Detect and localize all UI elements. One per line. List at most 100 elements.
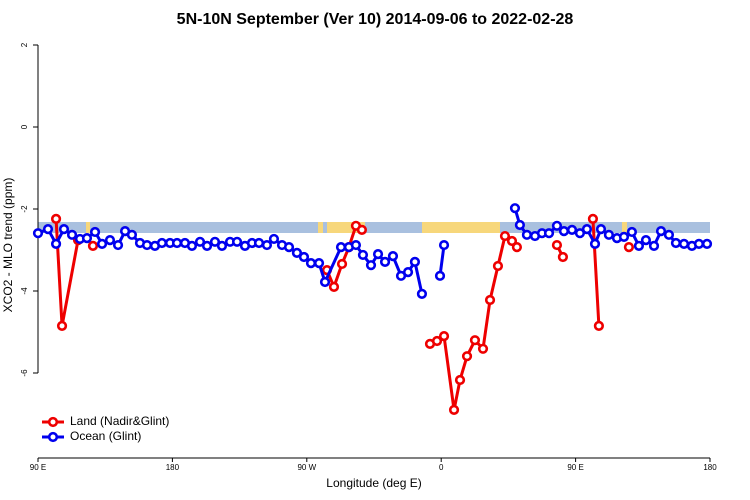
point bbox=[543, 228, 555, 239]
point bbox=[328, 281, 340, 293]
point bbox=[701, 238, 713, 249]
point bbox=[186, 240, 198, 251]
point bbox=[438, 239, 450, 251]
point bbox=[626, 226, 637, 238]
point bbox=[416, 288, 428, 299]
point bbox=[670, 237, 682, 249]
point bbox=[514, 219, 525, 231]
point bbox=[633, 240, 645, 251]
point bbox=[603, 229, 615, 240]
x-tick-label: 180 bbox=[166, 463, 180, 472]
point bbox=[492, 260, 504, 272]
land-band bbox=[422, 222, 500, 233]
land-ocean-strip bbox=[38, 222, 710, 233]
point bbox=[81, 233, 93, 244]
point bbox=[112, 239, 124, 251]
point bbox=[96, 238, 108, 249]
point bbox=[104, 235, 116, 246]
point bbox=[194, 236, 206, 247]
point bbox=[156, 237, 168, 249]
point bbox=[623, 242, 635, 253]
point bbox=[66, 229, 78, 240]
point bbox=[557, 251, 569, 263]
point bbox=[216, 240, 228, 251]
point bbox=[506, 235, 518, 247]
legend-marker bbox=[47, 431, 59, 443]
point bbox=[313, 258, 325, 269]
x-tick-label: 90 W bbox=[297, 463, 316, 472]
point bbox=[253, 237, 265, 249]
x-tick-label: 90 E bbox=[30, 463, 46, 472]
point bbox=[171, 237, 183, 249]
point bbox=[461, 351, 473, 362]
point bbox=[50, 213, 62, 224]
x-tick-label: 0 bbox=[439, 463, 444, 472]
x-axis-label: Longitude (deg E) bbox=[326, 476, 421, 490]
point bbox=[655, 226, 667, 237]
point bbox=[469, 335, 481, 346]
point bbox=[593, 320, 604, 331]
point bbox=[574, 228, 586, 239]
point bbox=[521, 229, 533, 240]
point bbox=[648, 240, 660, 251]
point bbox=[551, 220, 563, 231]
point bbox=[42, 223, 54, 235]
point bbox=[58, 223, 70, 235]
point bbox=[581, 223, 593, 235]
point bbox=[511, 242, 523, 253]
point bbox=[126, 229, 138, 240]
x-tick-label: 180 bbox=[703, 463, 717, 472]
legend-marker bbox=[47, 416, 59, 428]
point bbox=[268, 233, 280, 245]
point bbox=[357, 249, 369, 261]
point bbox=[402, 267, 414, 278]
point bbox=[693, 238, 705, 249]
point bbox=[87, 240, 99, 251]
point bbox=[32, 228, 44, 239]
point bbox=[291, 247, 303, 258]
ocean-band bbox=[38, 222, 710, 233]
point bbox=[551, 239, 563, 251]
y-tick-label: 2 bbox=[20, 42, 29, 47]
point bbox=[477, 343, 489, 354]
y-tick-label: 0 bbox=[20, 124, 29, 129]
point bbox=[640, 235, 652, 246]
series-line bbox=[37, 207, 708, 295]
land-band bbox=[327, 222, 365, 233]
point bbox=[141, 239, 153, 251]
point bbox=[387, 251, 399, 262]
point bbox=[56, 320, 68, 331]
land-band bbox=[86, 222, 90, 233]
point bbox=[566, 224, 578, 236]
point bbox=[89, 226, 101, 238]
point bbox=[379, 256, 391, 267]
point bbox=[448, 404, 460, 416]
legend-label: Ocean (Glint) bbox=[70, 429, 141, 443]
point bbox=[509, 203, 521, 214]
point bbox=[201, 240, 213, 251]
point bbox=[558, 226, 570, 237]
point bbox=[678, 238, 690, 249]
point bbox=[365, 260, 377, 271]
point bbox=[589, 238, 601, 249]
point bbox=[356, 224, 368, 236]
point bbox=[618, 231, 630, 242]
point bbox=[50, 238, 62, 249]
point bbox=[499, 230, 511, 242]
point bbox=[350, 239, 362, 251]
y-axis-label: XCO2 - MLO trend (ppm) bbox=[1, 178, 15, 313]
point bbox=[484, 294, 496, 306]
chart-title: 5N-10N September (Ver 10) 2014-09-06 to … bbox=[177, 11, 574, 28]
point bbox=[336, 258, 348, 270]
point bbox=[298, 251, 310, 263]
point bbox=[261, 239, 273, 251]
point bbox=[587, 213, 599, 224]
point bbox=[431, 335, 443, 347]
point bbox=[438, 331, 450, 342]
point bbox=[231, 236, 243, 247]
land-band bbox=[318, 222, 323, 233]
point bbox=[409, 256, 421, 267]
point bbox=[663, 229, 675, 240]
y-tick-label: -4 bbox=[20, 287, 29, 295]
